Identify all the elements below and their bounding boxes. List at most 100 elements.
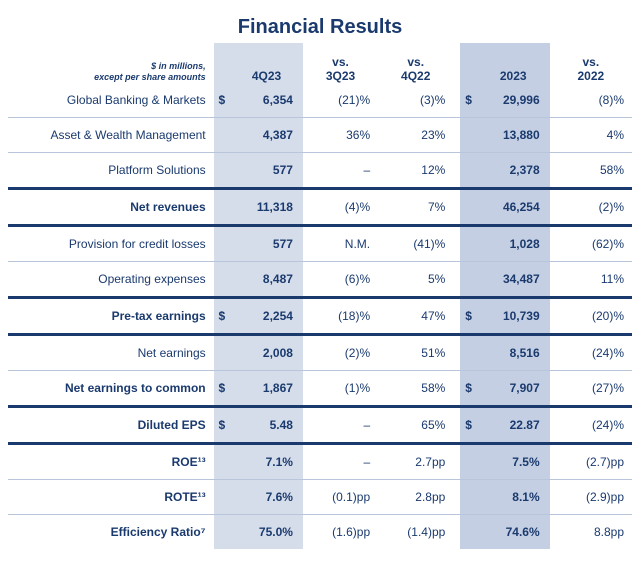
value-2023: 34,487: [477, 262, 550, 298]
row-label: ROE¹³: [8, 444, 214, 480]
dollar-sign: [460, 118, 476, 153]
value-vs-2022: 8.8pp: [550, 515, 632, 550]
dollar-sign: [214, 118, 230, 153]
row-label: Asset & Wealth Management: [8, 118, 214, 153]
value-4q23: 7.1%: [230, 444, 303, 480]
row-label: Provision for credit losses: [8, 226, 214, 262]
dollar-sign: $: [460, 371, 476, 407]
value-2023: 8.1%: [477, 480, 550, 515]
value-vs-3q23: (1.6)pp: [303, 515, 378, 550]
value-vs-3q23: –: [303, 153, 378, 189]
value-vs-2022: (27)%: [550, 371, 632, 407]
financial-table: $ in millions,except per share amounts 4…: [8, 43, 632, 549]
value-4q23: 577: [230, 153, 303, 189]
dollar-sign: [460, 335, 476, 371]
value-vs-4q22: (41)%: [378, 226, 453, 262]
dollar-sign: [214, 226, 230, 262]
dollar-sign: [460, 480, 476, 515]
value-2023: 29,996: [477, 83, 550, 118]
value-vs-2022: 11%: [550, 262, 632, 298]
value-vs-4q22: 12%: [378, 153, 453, 189]
table-row: Platform Solutions577–12%2,37858%: [8, 153, 632, 189]
row-label: Platform Solutions: [8, 153, 214, 189]
units-note: $ in millions,except per share amounts: [8, 61, 206, 83]
dollar-sign: $: [214, 407, 230, 444]
value-vs-2022: 4%: [550, 118, 632, 153]
dollar-sign: $: [460, 407, 476, 444]
value-4q23: 8,487: [230, 262, 303, 298]
value-vs-2022: (2.7)pp: [550, 444, 632, 480]
dollar-sign: [214, 444, 230, 480]
table-row: Operating expenses 8,487(6)%5% 34,48711%: [8, 262, 632, 298]
col-vs-3q23: vs.3Q23: [303, 43, 378, 83]
value-4q23: 6,354: [230, 83, 303, 118]
dollar-sign: $: [460, 298, 476, 335]
value-vs-2022: (8)%: [550, 83, 632, 118]
value-vs-3q23: (2)%: [303, 335, 378, 371]
value-vs-3q23: –: [303, 444, 378, 480]
value-vs-4q22: 58%: [378, 371, 453, 407]
table-row: Diluted EPS$5.48–65%$22.87(24)%: [8, 407, 632, 444]
value-vs-4q22: (1.4)pp: [378, 515, 453, 550]
dollar-sign: [460, 226, 476, 262]
value-4q23: 11,318: [230, 189, 303, 226]
value-2023: 7,907: [477, 371, 550, 407]
table-row: Pre-tax earnings$2,254(18)%47%$10,739(20…: [8, 298, 632, 335]
value-vs-4q22: 7%: [378, 189, 453, 226]
value-vs-3q23: (0.1)pp: [303, 480, 378, 515]
value-vs-3q23: N.M.: [303, 226, 378, 262]
value-vs-2022: (24)%: [550, 335, 632, 371]
value-vs-3q23: (18)%: [303, 298, 378, 335]
dollar-sign: [214, 262, 230, 298]
value-2023: 7.5%: [477, 444, 550, 480]
col-4q23: 4Q23: [230, 43, 303, 83]
value-vs-3q23: 36%: [303, 118, 378, 153]
header-row: $ in millions,except per share amounts 4…: [8, 43, 632, 83]
value-4q23: 577: [230, 226, 303, 262]
value-vs-4q22: 5%: [378, 262, 453, 298]
row-label: Efficiency Ratio⁷: [8, 515, 214, 550]
value-vs-3q23: (4)%: [303, 189, 378, 226]
value-vs-4q22: 47%: [378, 298, 453, 335]
dollar-sign: [460, 262, 476, 298]
value-4q23: 75.0%: [230, 515, 303, 550]
table-row: Net earnings2,008(2)%51%8,516(24)%: [8, 335, 632, 371]
value-4q23: 4,387: [230, 118, 303, 153]
value-4q23: 1,867: [230, 371, 303, 407]
value-2023: 10,739: [477, 298, 550, 335]
value-vs-4q22: 65%: [378, 407, 453, 444]
value-vs-4q22: 2.7pp: [378, 444, 453, 480]
value-vs-2022: (2.9)pp: [550, 480, 632, 515]
value-2023: 2,378: [477, 153, 550, 189]
dollar-sign: [460, 444, 476, 480]
value-vs-3q23: (6)%: [303, 262, 378, 298]
value-vs-3q23: (21)%: [303, 83, 378, 118]
dollar-sign: $: [214, 83, 230, 118]
col-2023: 2023: [477, 43, 550, 83]
table-row: Provision for credit losses 577N.M.(41)% 1…: [8, 226, 632, 262]
value-vs-2022: (24)%: [550, 407, 632, 444]
dollar-sign: [214, 515, 230, 550]
value-4q23: 5.48: [230, 407, 303, 444]
value-vs-2022: (20)%: [550, 298, 632, 335]
value-4q23: 7.6%: [230, 480, 303, 515]
dollar-sign: [460, 515, 476, 550]
page-title: Financial Results: [8, 16, 632, 39]
value-2023: 1,028: [477, 226, 550, 262]
value-2023: 46,254: [477, 189, 550, 226]
value-vs-4q22: (3)%: [378, 83, 453, 118]
row-label: Diluted EPS: [8, 407, 214, 444]
table-row: Net revenues11,318(4)%7%46,254(2)%: [8, 189, 632, 226]
row-label: Operating expenses: [8, 262, 214, 298]
dollar-sign: [214, 480, 230, 515]
dollar-sign: [214, 335, 230, 371]
col-vs-2022: vs.2022: [550, 43, 632, 83]
value-vs-2022: (62)%: [550, 226, 632, 262]
row-label: Net revenues: [8, 189, 214, 226]
table-row: Efficiency Ratio⁷75.0%(1.6)pp(1.4)pp74.6…: [8, 515, 632, 550]
value-2023: 22.87: [477, 407, 550, 444]
value-4q23: 2,008: [230, 335, 303, 371]
dollar-sign: [214, 153, 230, 189]
row-label: Net earnings: [8, 335, 214, 371]
col-vs-4q22: vs.4Q22: [378, 43, 453, 83]
